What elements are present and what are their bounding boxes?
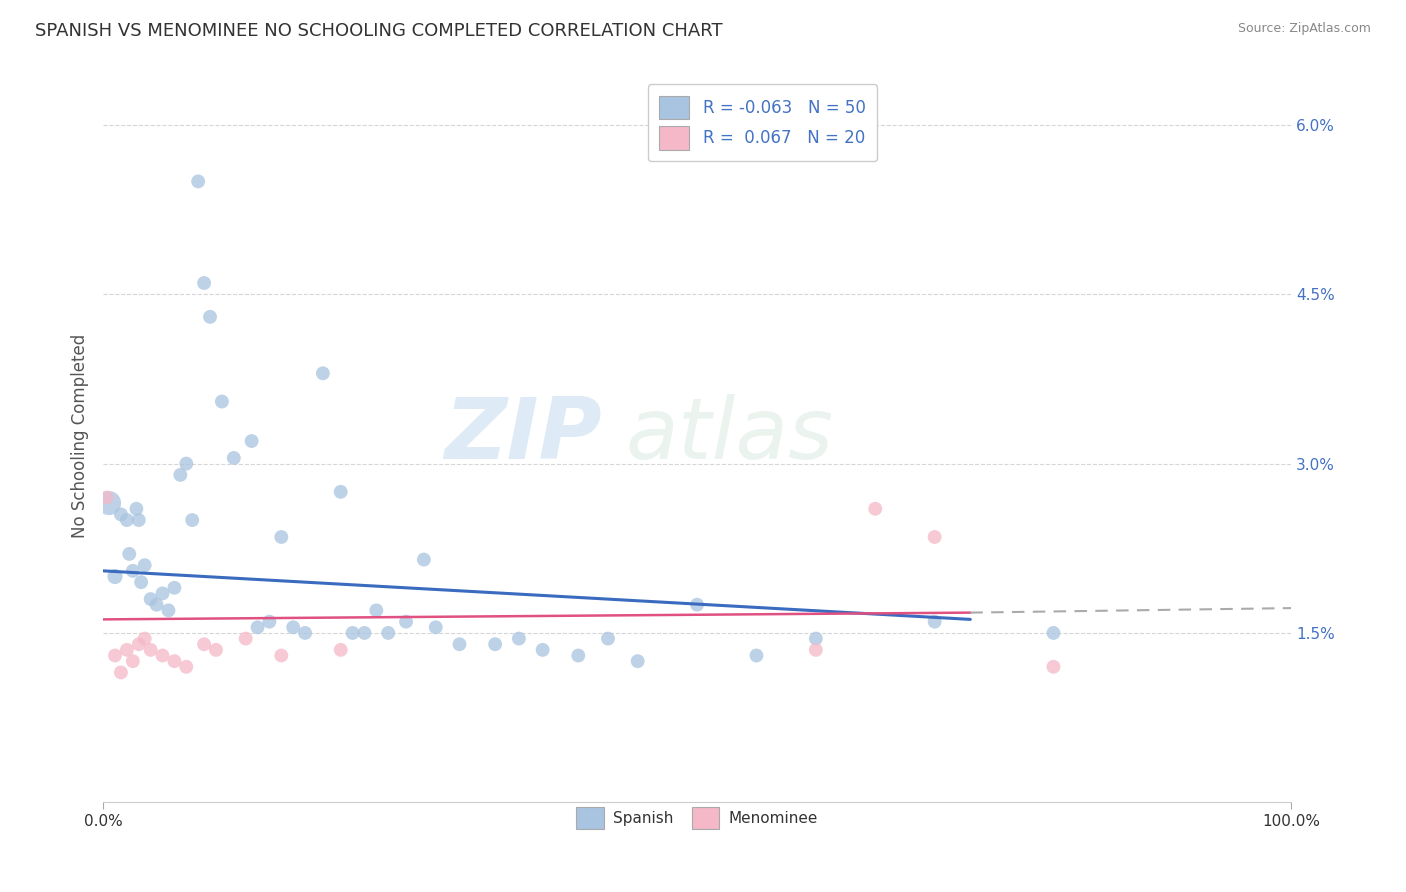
Point <box>125 501 148 516</box>
Legend: Spanish, Menominee: Spanish, Menominee <box>571 801 824 835</box>
Point <box>412 552 434 566</box>
Point <box>686 598 709 612</box>
Point <box>745 648 768 663</box>
Point <box>865 501 887 516</box>
Point <box>329 484 352 499</box>
Point <box>110 665 132 680</box>
Point <box>1042 626 1064 640</box>
Point <box>96 491 118 505</box>
Point <box>484 637 506 651</box>
Text: ZIP: ZIP <box>444 394 602 477</box>
Point <box>270 648 292 663</box>
Point <box>425 620 447 634</box>
Point <box>259 615 281 629</box>
Point <box>121 564 143 578</box>
Point <box>924 615 946 629</box>
Point <box>567 648 589 663</box>
Point <box>104 569 127 583</box>
Point <box>222 450 245 465</box>
Point <box>152 586 174 600</box>
Point <box>174 457 197 471</box>
Point <box>211 394 233 409</box>
Text: SPANISH VS MENOMINEE NO SCHOOLING COMPLETED CORRELATION CHART: SPANISH VS MENOMINEE NO SCHOOLING COMPLE… <box>35 22 723 40</box>
Point <box>1042 660 1064 674</box>
Point <box>283 620 305 634</box>
Point <box>128 513 150 527</box>
Point <box>395 615 418 629</box>
Point <box>163 581 186 595</box>
Point <box>193 637 215 651</box>
Point <box>98 496 121 510</box>
Point <box>353 626 375 640</box>
Point <box>181 513 204 527</box>
Point <box>129 575 152 590</box>
Point <box>235 632 257 646</box>
Point <box>246 620 269 634</box>
Point <box>342 626 364 640</box>
Point <box>134 632 156 646</box>
Point <box>270 530 292 544</box>
Point <box>924 530 946 544</box>
Y-axis label: No Schooling Completed: No Schooling Completed <box>72 334 89 538</box>
Point <box>596 632 619 646</box>
Point <box>187 174 209 188</box>
Point <box>128 637 150 651</box>
Point <box>121 654 143 668</box>
Point <box>240 434 263 448</box>
Point <box>163 654 186 668</box>
Point <box>169 467 191 482</box>
Text: atlas: atlas <box>626 394 834 477</box>
Point <box>104 648 127 663</box>
Point <box>804 632 827 646</box>
Point <box>157 603 180 617</box>
Point <box>329 643 352 657</box>
Point <box>205 643 228 657</box>
Point <box>531 643 554 657</box>
Point <box>508 632 530 646</box>
Point <box>377 626 399 640</box>
Text: Source: ZipAtlas.com: Source: ZipAtlas.com <box>1237 22 1371 36</box>
Point <box>366 603 388 617</box>
Point <box>115 513 138 527</box>
Point <box>294 626 316 640</box>
Point <box>312 367 335 381</box>
Point <box>198 310 221 324</box>
Point <box>118 547 141 561</box>
Point <box>115 643 138 657</box>
Point <box>193 276 215 290</box>
Point <box>627 654 650 668</box>
Point <box>449 637 471 651</box>
Point <box>152 648 174 663</box>
Point <box>134 558 156 573</box>
Point <box>804 643 827 657</box>
Point <box>145 598 167 612</box>
Point <box>139 643 162 657</box>
Point <box>174 660 197 674</box>
Point <box>139 592 162 607</box>
Point <box>110 508 132 522</box>
